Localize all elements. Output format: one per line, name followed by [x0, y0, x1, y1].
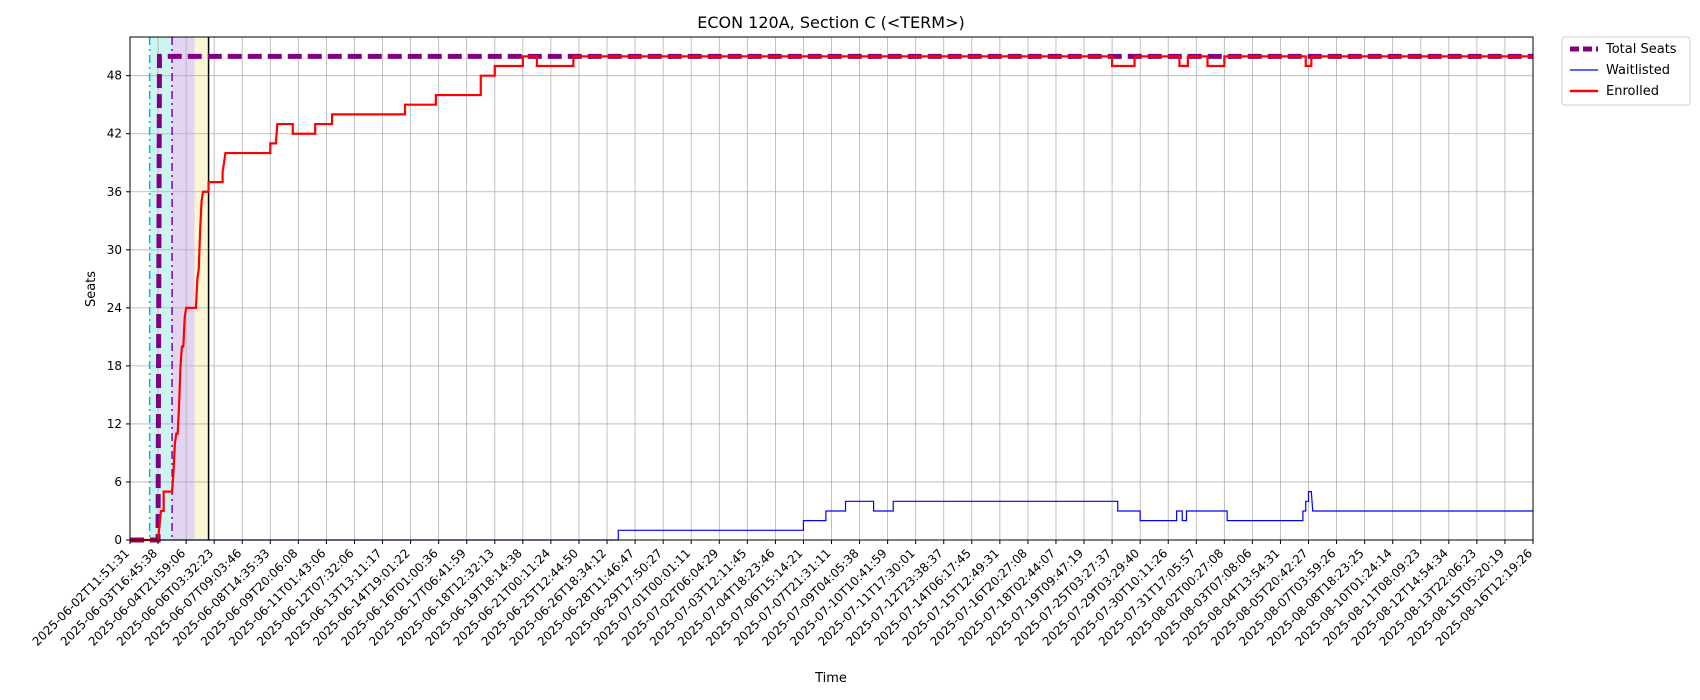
chart-title: ECON 120A, Section C (<TERM>)	[697, 13, 964, 32]
y-axis-label: Seats	[84, 271, 99, 307]
y-axis-ticks: 0 6 12 18 24 30 36 42 48	[107, 69, 130, 547]
series-line-total-seats	[130, 53, 1533, 543]
x-axis-label: Time	[814, 671, 847, 686]
y-tick-label-6: 36	[107, 185, 122, 199]
y-tick-label-3: 18	[107, 359, 122, 373]
grid	[129, 37, 1534, 541]
shaded-regions	[149, 37, 209, 540]
y-tick-label-5: 30	[107, 243, 122, 257]
y-tick-label-2: 12	[107, 417, 122, 431]
legend-box	[1561, 36, 1691, 106]
shaded-span-2	[194, 37, 209, 540]
legend-label-total-seats: Total Seats	[1605, 42, 1677, 57]
y-tick-label-4: 24	[107, 301, 122, 315]
shaded-span-1	[172, 37, 195, 540]
y-tick-label-0: 0	[114, 533, 122, 547]
legend-label-waitlisted: Waitlisted	[1606, 63, 1670, 78]
y-tick-label-7: 42	[107, 127, 122, 141]
series-lines	[130, 53, 1533, 543]
legend-label-enrolled: Enrolled	[1606, 84, 1659, 99]
legend: Total Seats Waitlisted Enrolled	[1561, 36, 1691, 106]
series-line-enrolled	[130, 55, 1533, 542]
shaded-span-0	[149, 37, 173, 540]
series-line-waitlisted	[130, 491, 1533, 541]
vertical-markers	[148, 37, 210, 540]
y-tick-label-1: 6	[114, 475, 122, 489]
y-tick-label-8: 48	[107, 69, 122, 83]
x-axis-ticks: 2025-06-02T11:51:312025-06-03T16:45:3820…	[30, 540, 1535, 649]
